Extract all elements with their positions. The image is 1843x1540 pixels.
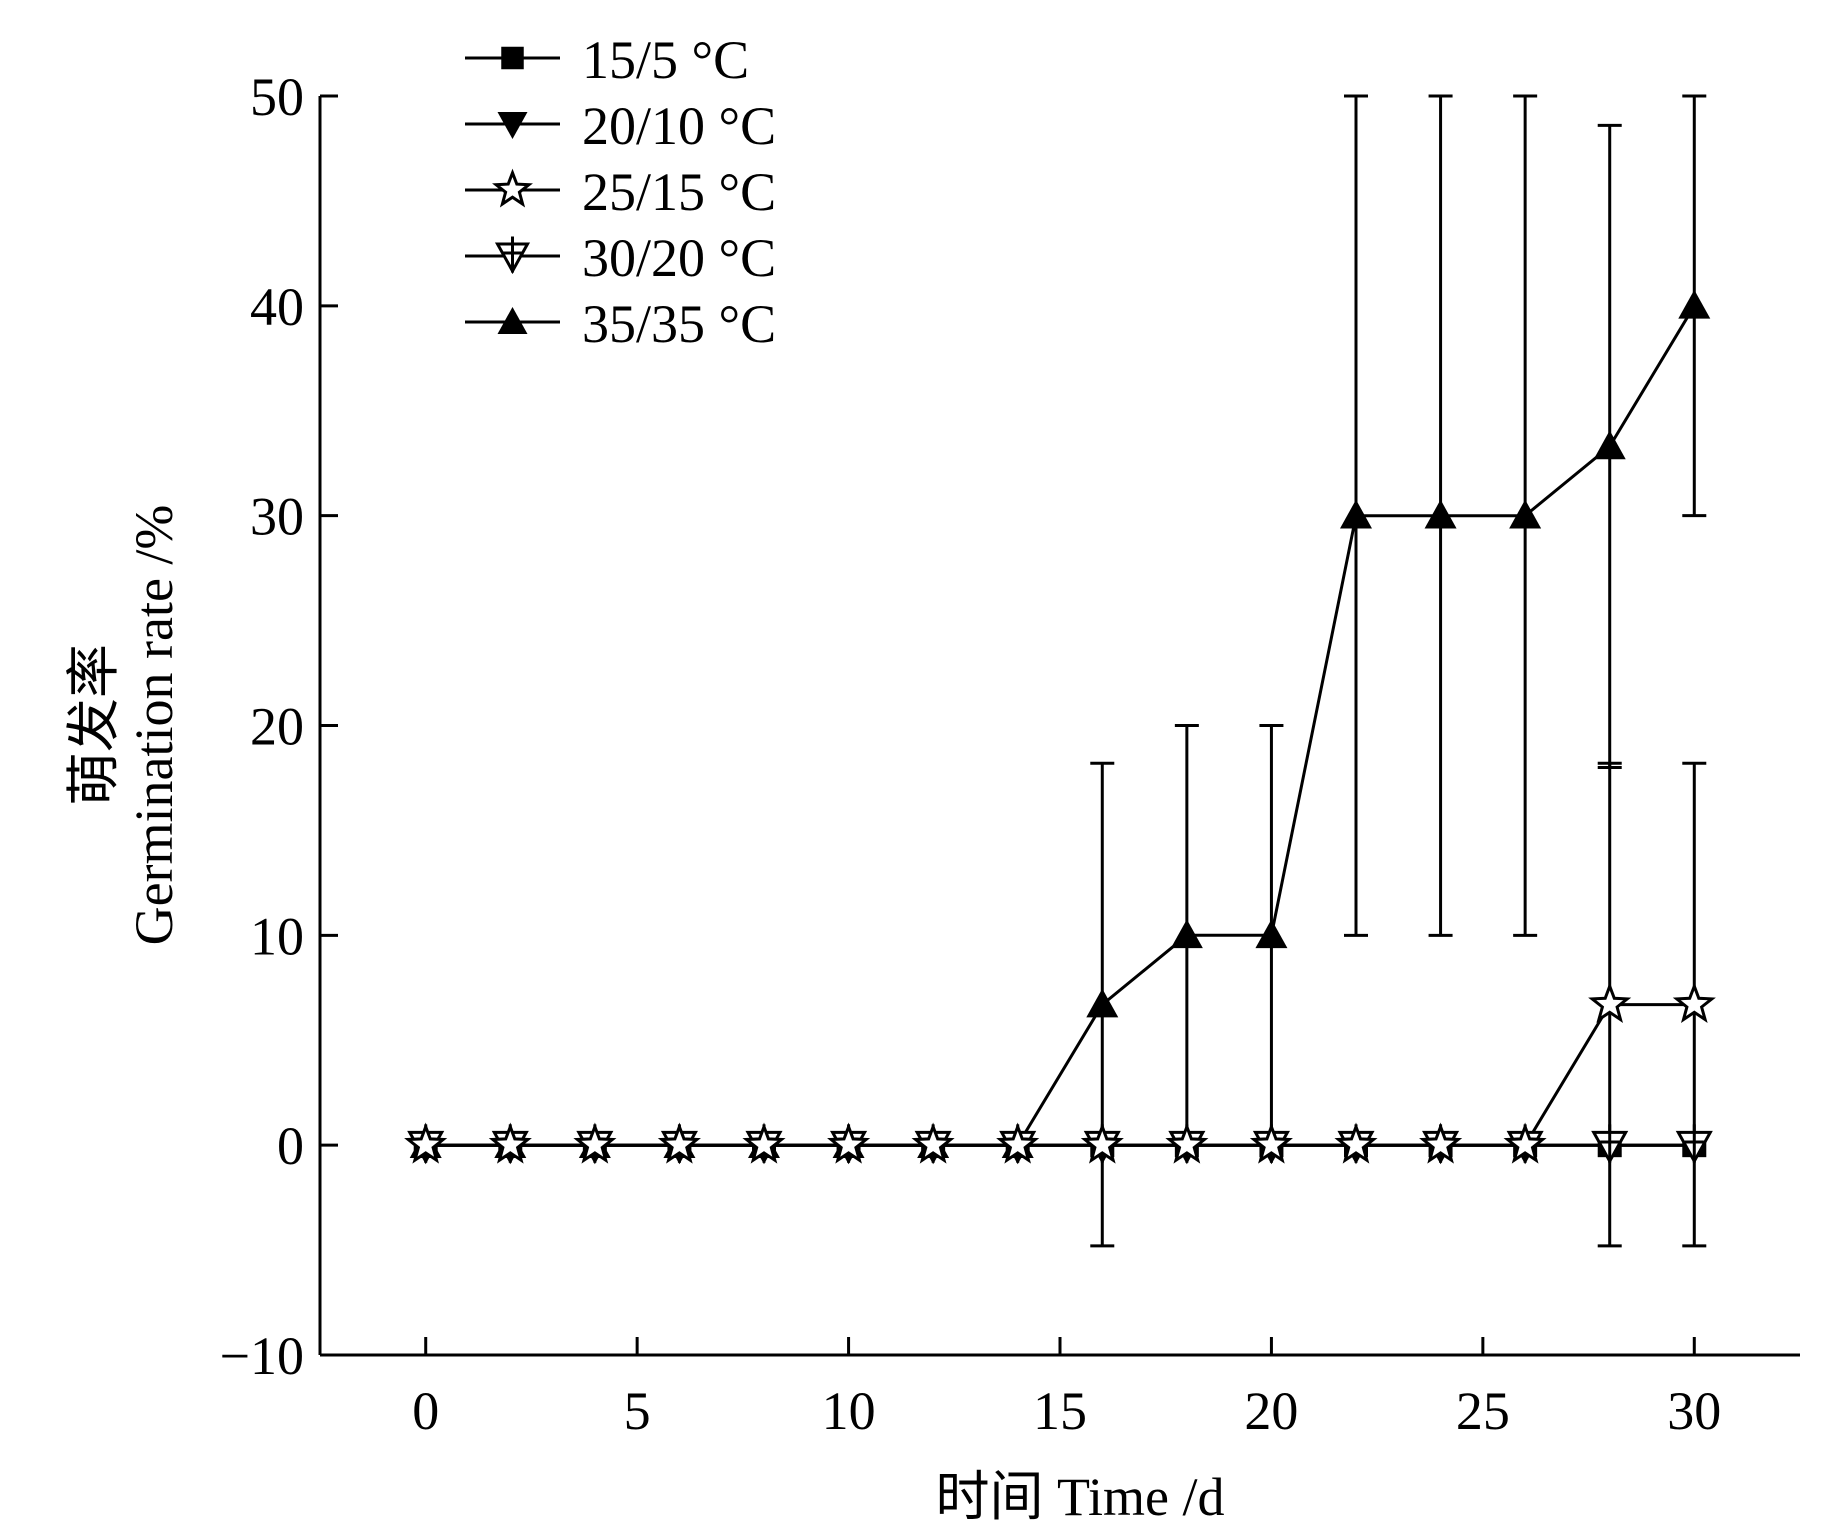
- legend: 15/5 °C20/10 °C25/15 °C30/20 °C35/35 °C: [465, 30, 776, 354]
- legend-item: 30/20 °C: [465, 228, 776, 288]
- legend-marker: [497, 112, 528, 139]
- x-axis-label: 时间 Time /d: [935, 1467, 1224, 1527]
- data-point-series-3: [573, 1122, 617, 1164]
- data-point-series-3: [1588, 981, 1632, 1023]
- data-point-series-3: [488, 1122, 532, 1164]
- y-axis-label-en: Germination rate /%: [124, 505, 184, 946]
- data-point-series-5: [1340, 499, 1372, 529]
- data-point-series-3: [1249, 1122, 1293, 1164]
- x-tick-label: 15: [1033, 1381, 1087, 1441]
- legend-label: 15/5 °C: [582, 30, 749, 90]
- data-point-series-5: [1086, 988, 1119, 1018]
- x-tick-label: 20: [1244, 1381, 1298, 1441]
- x-tick-label: 0: [412, 1381, 439, 1441]
- y-axis-label-group: 萌发率 Germination rate /%: [64, 505, 184, 946]
- legend-label: 20/10 °C: [582, 96, 776, 156]
- data-point-series-5: [1593, 430, 1626, 460]
- y-axis-label-cn: 萌发率: [64, 644, 124, 806]
- x-tick-label: 25: [1456, 1381, 1510, 1441]
- data-point-series-3: [404, 1122, 448, 1164]
- legend-item: 35/35 °C: [465, 294, 776, 354]
- legend-item: 20/10 °C: [465, 96, 776, 156]
- data-point-series-3: [827, 1122, 871, 1164]
- error-bars: [1090, 94, 1707, 1248]
- series-line-5: [425, 305, 1696, 1147]
- y-tick-label: 0: [277, 1116, 304, 1176]
- x-tick-label: 30: [1667, 1381, 1721, 1441]
- y-tick-label: 10: [250, 906, 304, 966]
- x-ticks: 0 5 10 15 20 25 30: [412, 1337, 1721, 1441]
- x-tick-label: 5: [624, 1381, 651, 1441]
- data-point-series-3: [657, 1122, 701, 1164]
- data-point-series-5: [1170, 919, 1203, 949]
- y-tick-label: −10: [220, 1326, 304, 1386]
- series-markers: [404, 289, 1716, 1165]
- series-lines: [425, 305, 1696, 1147]
- data-point-series-3: [1672, 981, 1716, 1023]
- legend-marker: [494, 236, 531, 275]
- legend-item: 25/15 °C: [465, 162, 776, 222]
- data-point-series-3: [1334, 1122, 1378, 1164]
- y-tick-label: 30: [250, 487, 304, 547]
- legend-label: 25/15 °C: [582, 162, 776, 222]
- data-point-series-3: [1080, 1122, 1124, 1164]
- y-ticks: −10 0 10 20 30 40 50: [220, 67, 338, 1386]
- data-point-series-3: [911, 1122, 955, 1164]
- data-point-series-3: [742, 1122, 786, 1164]
- data-point-series-3: [1419, 1122, 1463, 1164]
- axes: [318, 96, 1800, 1357]
- data-point-series-3: [996, 1122, 1040, 1164]
- legend-item: 15/5 °C: [465, 30, 749, 90]
- x-tick-label: 10: [822, 1381, 876, 1441]
- y-tick-label: 20: [250, 697, 304, 757]
- data-point-series-5: [1678, 289, 1711, 319]
- data-point-series-3: [1165, 1122, 1209, 1164]
- y-tick-label: 50: [250, 67, 304, 127]
- data-point-series-5: [1424, 499, 1457, 529]
- legend-marker: [497, 307, 528, 334]
- legend-marker: [492, 168, 533, 208]
- legend-marker: [501, 46, 524, 70]
- legend-label: 30/20 °C: [582, 228, 776, 288]
- y-tick-label: 40: [250, 277, 304, 337]
- data-point-series-3: [1503, 1122, 1547, 1164]
- data-point-series-4: [1675, 1124, 1713, 1165]
- data-point-series-4: [1591, 1124, 1629, 1165]
- legend-label: 35/35 °C: [582, 294, 776, 354]
- data-point-series-5: [1255, 919, 1288, 949]
- data-point-series-5: [1509, 499, 1542, 529]
